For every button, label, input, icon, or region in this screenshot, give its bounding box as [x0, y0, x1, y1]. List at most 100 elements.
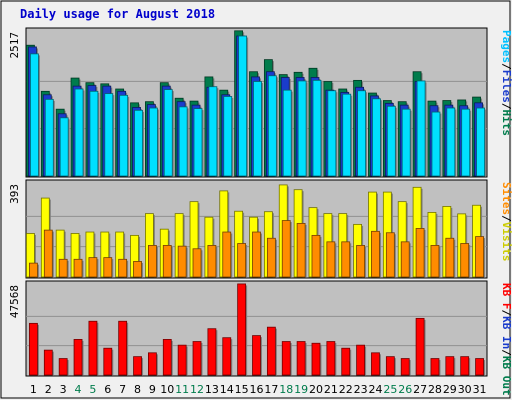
x-tick-29: 29 [443, 383, 457, 396]
x-tick-3: 3 [60, 383, 67, 396]
x-tick-24: 24 [368, 383, 382, 396]
bar-kb-f-4 [73, 339, 83, 376]
bar-kb-f-11 [177, 344, 187, 376]
bar-kb-f-27 [415, 317, 425, 376]
bar-sites-21 [326, 241, 336, 278]
bar-kb-f-8 [133, 356, 142, 376]
bar-sites-13 [207, 245, 217, 278]
bar-kb-f-26 [400, 358, 410, 376]
bar-sites-6 [103, 257, 113, 278]
x-tick-10: 10 [160, 383, 174, 396]
bar-kb-f-31 [475, 358, 484, 376]
bar-pages-24 [372, 98, 381, 177]
x-tick-27: 27 [413, 383, 427, 396]
bar-kb-f-12 [192, 341, 202, 376]
bar-sites-8 [133, 261, 142, 278]
chart-title: Daily usage for August 2018 [20, 7, 215, 21]
x-tick-7: 7 [119, 383, 126, 396]
x-tick-16: 16 [250, 383, 264, 396]
bar-sites-3 [58, 258, 68, 278]
y-max-label-hits-files-pages: 2517 [8, 32, 21, 59]
bar-pages-5 [89, 90, 99, 177]
bar-kb-f-15 [237, 283, 247, 376]
bar-sites-19 [296, 223, 306, 278]
bar-pages-27 [416, 80, 426, 177]
x-tick-13: 13 [205, 383, 219, 396]
bar-sites-25 [385, 232, 395, 278]
bar-pages-25 [386, 105, 396, 177]
x-tick-6: 6 [104, 383, 111, 396]
x-tick-22: 22 [339, 383, 353, 396]
x-tick-23: 23 [354, 383, 368, 396]
bar-sites-29 [445, 237, 455, 278]
bar-kb-f-20 [311, 342, 321, 376]
bar-pages-2 [44, 98, 54, 177]
x-tick-20: 20 [309, 383, 323, 396]
bar-pages-28 [431, 111, 441, 177]
bar-sites-31 [475, 236, 484, 278]
bar-pages-18 [282, 89, 292, 177]
bar-pages-30 [461, 108, 471, 177]
bar-sites-18 [281, 220, 291, 278]
bar-pages-20 [312, 79, 322, 177]
bar-kb-f-7 [118, 320, 128, 376]
bar-sites-24 [371, 230, 380, 278]
legend-item-kbytes-4: KB Out [500, 356, 512, 396]
bar-sites-16 [252, 231, 261, 278]
bar-kb-f-9 [148, 352, 157, 376]
bar-pages-15 [238, 35, 248, 177]
panel-hits-files-pages: 2517 Pages/Files/Hits [8, 27, 512, 178]
legend-item-visits-sites-1: / [500, 215, 512, 222]
bar-kb-f-23 [356, 344, 365, 376]
bar-sites-30 [460, 243, 470, 278]
bar-pages-6 [104, 93, 114, 177]
legend-item-hits-files-pages-3: / [500, 103, 512, 110]
bar-pages-19 [297, 80, 307, 177]
x-tick-25: 25 [383, 383, 397, 396]
legend-item-visits-sites-2: Visits [500, 222, 512, 262]
x-tick-28: 28 [428, 383, 442, 396]
bar-kb-f-2 [43, 349, 53, 376]
panel-kbytes: 47568 KB F/KB In/KB Out [8, 280, 512, 396]
bar-kb-f-24 [371, 352, 380, 376]
x-tick-26: 26 [398, 383, 412, 396]
legend-item-kbytes-1: / [500, 310, 512, 317]
bar-sites-23 [356, 245, 365, 278]
bar-pages-1 [30, 53, 39, 177]
y-max-label-kbytes: 47568 [8, 285, 21, 318]
y-max-label-visits-sites: 393 [8, 184, 21, 204]
x-tick-8: 8 [134, 383, 141, 396]
bar-kb-f-22 [341, 347, 351, 376]
panel-visits-sites: 393 Sites/Visits [8, 179, 512, 279]
bar-pages-4 [74, 88, 84, 177]
bar-sites-11 [177, 245, 187, 278]
bar-sites-20 [311, 234, 321, 278]
bar-pages-7 [119, 94, 129, 177]
bar-sites-10 [162, 245, 172, 278]
legend-item-kbytes-2: KB In [500, 316, 512, 349]
x-tick-12: 12 [190, 383, 204, 396]
x-tick-14: 14 [220, 383, 234, 396]
x-tick-30: 30 [458, 383, 472, 396]
bar-pages-23 [357, 90, 366, 177]
bar-sites-27 [415, 228, 425, 278]
bar-sites-4 [73, 258, 83, 278]
bar-kb-f-10 [162, 339, 172, 376]
bar-pages-13 [208, 86, 218, 177]
bar-pages-9 [149, 107, 158, 177]
bar-kb-f-28 [430, 358, 440, 376]
legend-item-visits-sites-0: Sites [500, 182, 512, 215]
bar-kb-f-25 [385, 356, 395, 376]
bar-kb-f-13 [207, 328, 217, 376]
legend-item-hits-files-pages-1: / [500, 63, 512, 70]
x-tick-5: 5 [89, 383, 96, 396]
bar-pages-22 [342, 93, 352, 177]
legend-visits-sites: Sites/Visits [500, 182, 512, 262]
bar-sites-15 [237, 243, 247, 278]
bar-pages-8 [134, 109, 143, 177]
bar-pages-21 [327, 90, 337, 177]
bar-sites-22 [341, 241, 351, 278]
x-tick-31: 31 [473, 383, 487, 396]
